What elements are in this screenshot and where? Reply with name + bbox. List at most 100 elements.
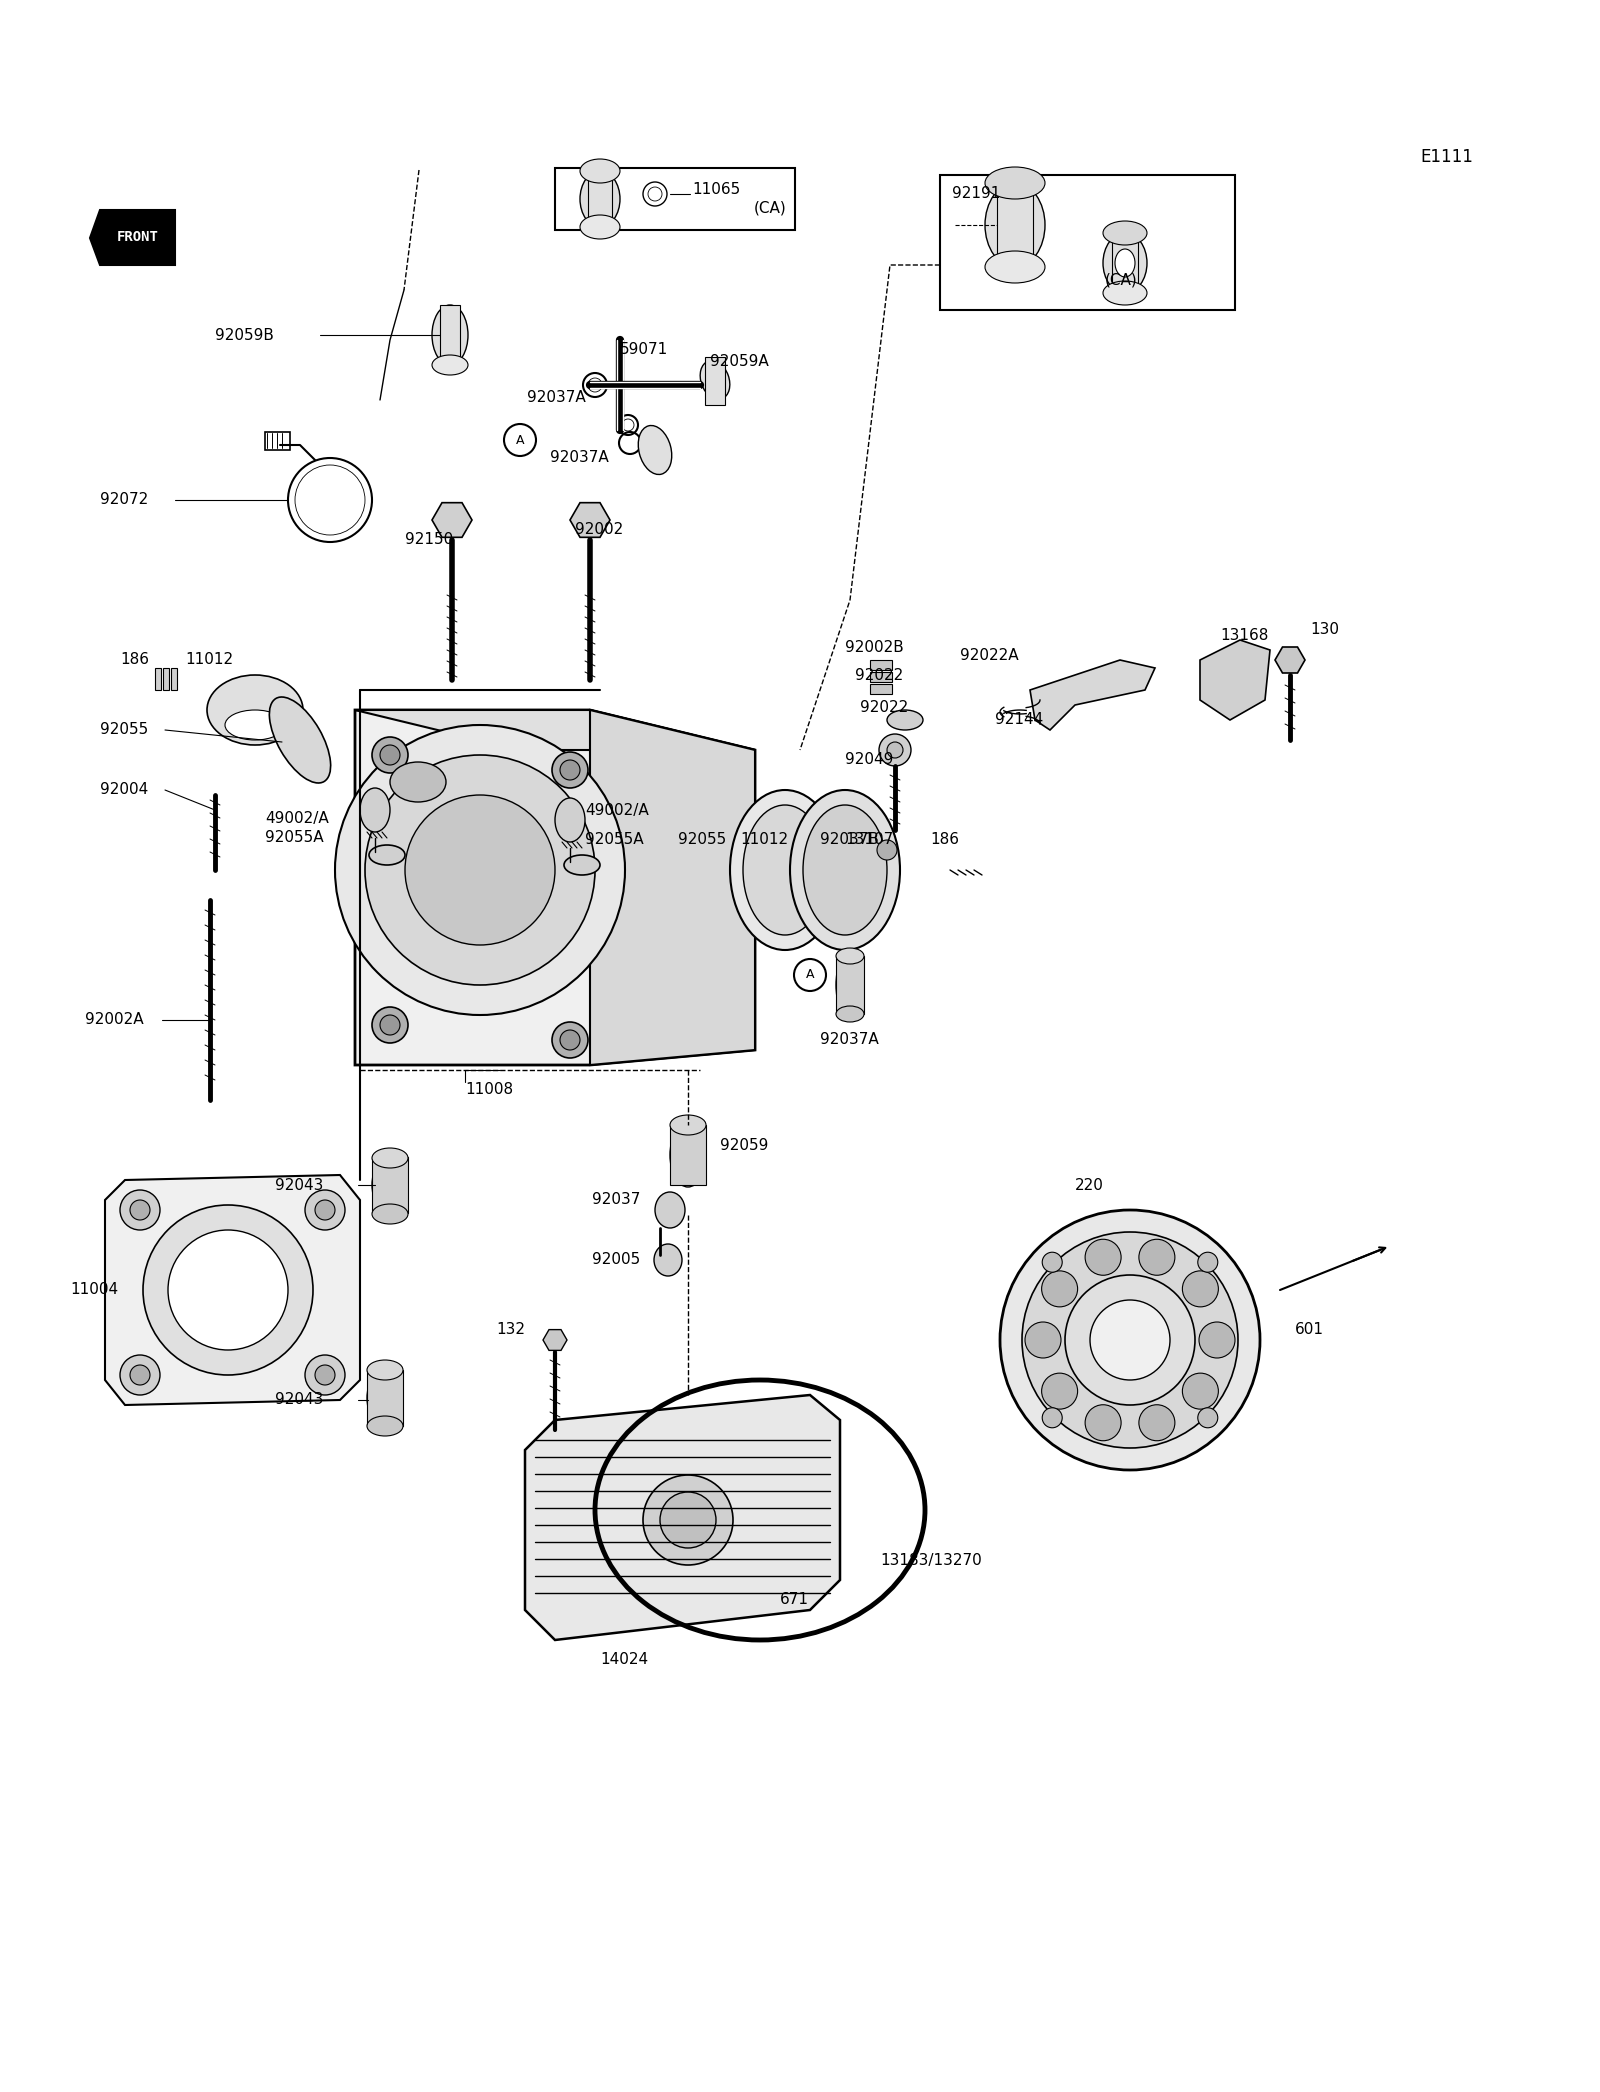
Circle shape xyxy=(560,759,579,780)
Circle shape xyxy=(1085,1238,1122,1276)
Text: 92055: 92055 xyxy=(99,722,149,738)
Ellipse shape xyxy=(370,845,405,864)
Text: 92059B: 92059B xyxy=(214,328,274,343)
Polygon shape xyxy=(90,209,174,266)
Ellipse shape xyxy=(670,1115,706,1136)
Text: 92043: 92043 xyxy=(275,1393,323,1408)
Ellipse shape xyxy=(1102,280,1147,305)
Ellipse shape xyxy=(878,734,910,766)
Polygon shape xyxy=(355,709,755,751)
Text: 671: 671 xyxy=(781,1592,810,1607)
Circle shape xyxy=(1042,1372,1078,1410)
Text: 92043: 92043 xyxy=(275,1178,323,1192)
Circle shape xyxy=(1066,1274,1195,1406)
Text: 92037A: 92037A xyxy=(819,1033,878,1048)
Bar xyxy=(266,433,290,450)
Ellipse shape xyxy=(371,1205,408,1224)
Ellipse shape xyxy=(1102,222,1147,245)
Ellipse shape xyxy=(366,1370,403,1427)
Text: 92022A: 92022A xyxy=(960,649,1019,663)
Text: 92055A: 92055A xyxy=(586,833,643,847)
Ellipse shape xyxy=(366,1416,403,1435)
Text: 92059: 92059 xyxy=(720,1138,768,1153)
Text: 92004: 92004 xyxy=(99,782,149,797)
Bar xyxy=(440,305,461,364)
Text: (CA): (CA) xyxy=(1106,272,1138,287)
Text: 92037B: 92037B xyxy=(819,833,878,847)
Text: (CA): (CA) xyxy=(754,201,787,215)
Text: 92072: 92072 xyxy=(99,492,149,508)
Circle shape xyxy=(306,1356,346,1395)
Text: A: A xyxy=(806,969,814,981)
Ellipse shape xyxy=(579,215,621,238)
Ellipse shape xyxy=(1115,249,1134,276)
Text: 92055: 92055 xyxy=(678,833,726,847)
Text: 186: 186 xyxy=(120,653,149,667)
Bar xyxy=(670,1125,706,1184)
Circle shape xyxy=(886,743,902,757)
Text: 601: 601 xyxy=(1294,1322,1325,1337)
Circle shape xyxy=(877,841,898,860)
Text: 49002/A: 49002/A xyxy=(266,810,328,826)
Circle shape xyxy=(371,1006,408,1044)
Text: 92059A: 92059A xyxy=(710,354,768,370)
Text: 11012: 11012 xyxy=(186,653,234,667)
Circle shape xyxy=(365,755,595,985)
Circle shape xyxy=(1042,1408,1062,1427)
Ellipse shape xyxy=(1102,232,1147,293)
Text: 92191: 92191 xyxy=(952,186,1000,201)
Circle shape xyxy=(168,1230,288,1349)
Ellipse shape xyxy=(742,805,827,935)
Ellipse shape xyxy=(371,1157,408,1213)
Text: A: A xyxy=(515,433,525,446)
Circle shape xyxy=(1198,1322,1235,1358)
Circle shape xyxy=(552,751,589,789)
Ellipse shape xyxy=(432,305,467,364)
Ellipse shape xyxy=(986,251,1045,282)
Text: 92037A: 92037A xyxy=(526,391,586,406)
Text: 92144: 92144 xyxy=(995,713,1043,728)
Circle shape xyxy=(1182,1270,1218,1308)
Polygon shape xyxy=(355,709,755,1065)
Bar xyxy=(371,1157,408,1213)
Text: 13107: 13107 xyxy=(845,833,893,847)
Circle shape xyxy=(120,1190,160,1230)
Polygon shape xyxy=(1200,640,1270,720)
Circle shape xyxy=(1198,1253,1218,1272)
Ellipse shape xyxy=(986,182,1045,268)
Bar xyxy=(870,659,893,669)
Ellipse shape xyxy=(226,709,285,741)
Polygon shape xyxy=(590,709,755,1065)
Circle shape xyxy=(1085,1404,1122,1441)
Text: 14024: 14024 xyxy=(600,1653,648,1667)
Text: 92037: 92037 xyxy=(592,1192,640,1207)
Ellipse shape xyxy=(654,1245,682,1276)
Circle shape xyxy=(1198,1408,1218,1427)
Text: 92150: 92150 xyxy=(405,533,453,548)
Polygon shape xyxy=(570,502,610,538)
Polygon shape xyxy=(525,1395,840,1640)
Text: 11004: 11004 xyxy=(70,1282,118,1297)
Circle shape xyxy=(120,1356,160,1395)
Circle shape xyxy=(552,1023,589,1059)
Bar xyxy=(835,956,864,1015)
Bar xyxy=(870,684,893,695)
Text: 92002: 92002 xyxy=(574,523,624,538)
Bar xyxy=(941,176,1235,310)
Ellipse shape xyxy=(835,1006,864,1023)
Circle shape xyxy=(315,1201,334,1220)
Bar xyxy=(155,667,162,690)
Ellipse shape xyxy=(579,159,621,182)
Ellipse shape xyxy=(206,676,302,745)
Text: 11012: 11012 xyxy=(739,833,789,847)
Text: 220: 220 xyxy=(1075,1178,1104,1192)
Ellipse shape xyxy=(730,791,840,950)
Text: 11065: 11065 xyxy=(691,182,741,197)
Text: 92022: 92022 xyxy=(861,701,909,715)
Circle shape xyxy=(334,726,626,1015)
Bar xyxy=(366,1370,403,1427)
Polygon shape xyxy=(1030,659,1155,730)
Text: 92005: 92005 xyxy=(592,1253,640,1268)
Text: 130: 130 xyxy=(1310,623,1339,638)
Ellipse shape xyxy=(269,697,331,782)
